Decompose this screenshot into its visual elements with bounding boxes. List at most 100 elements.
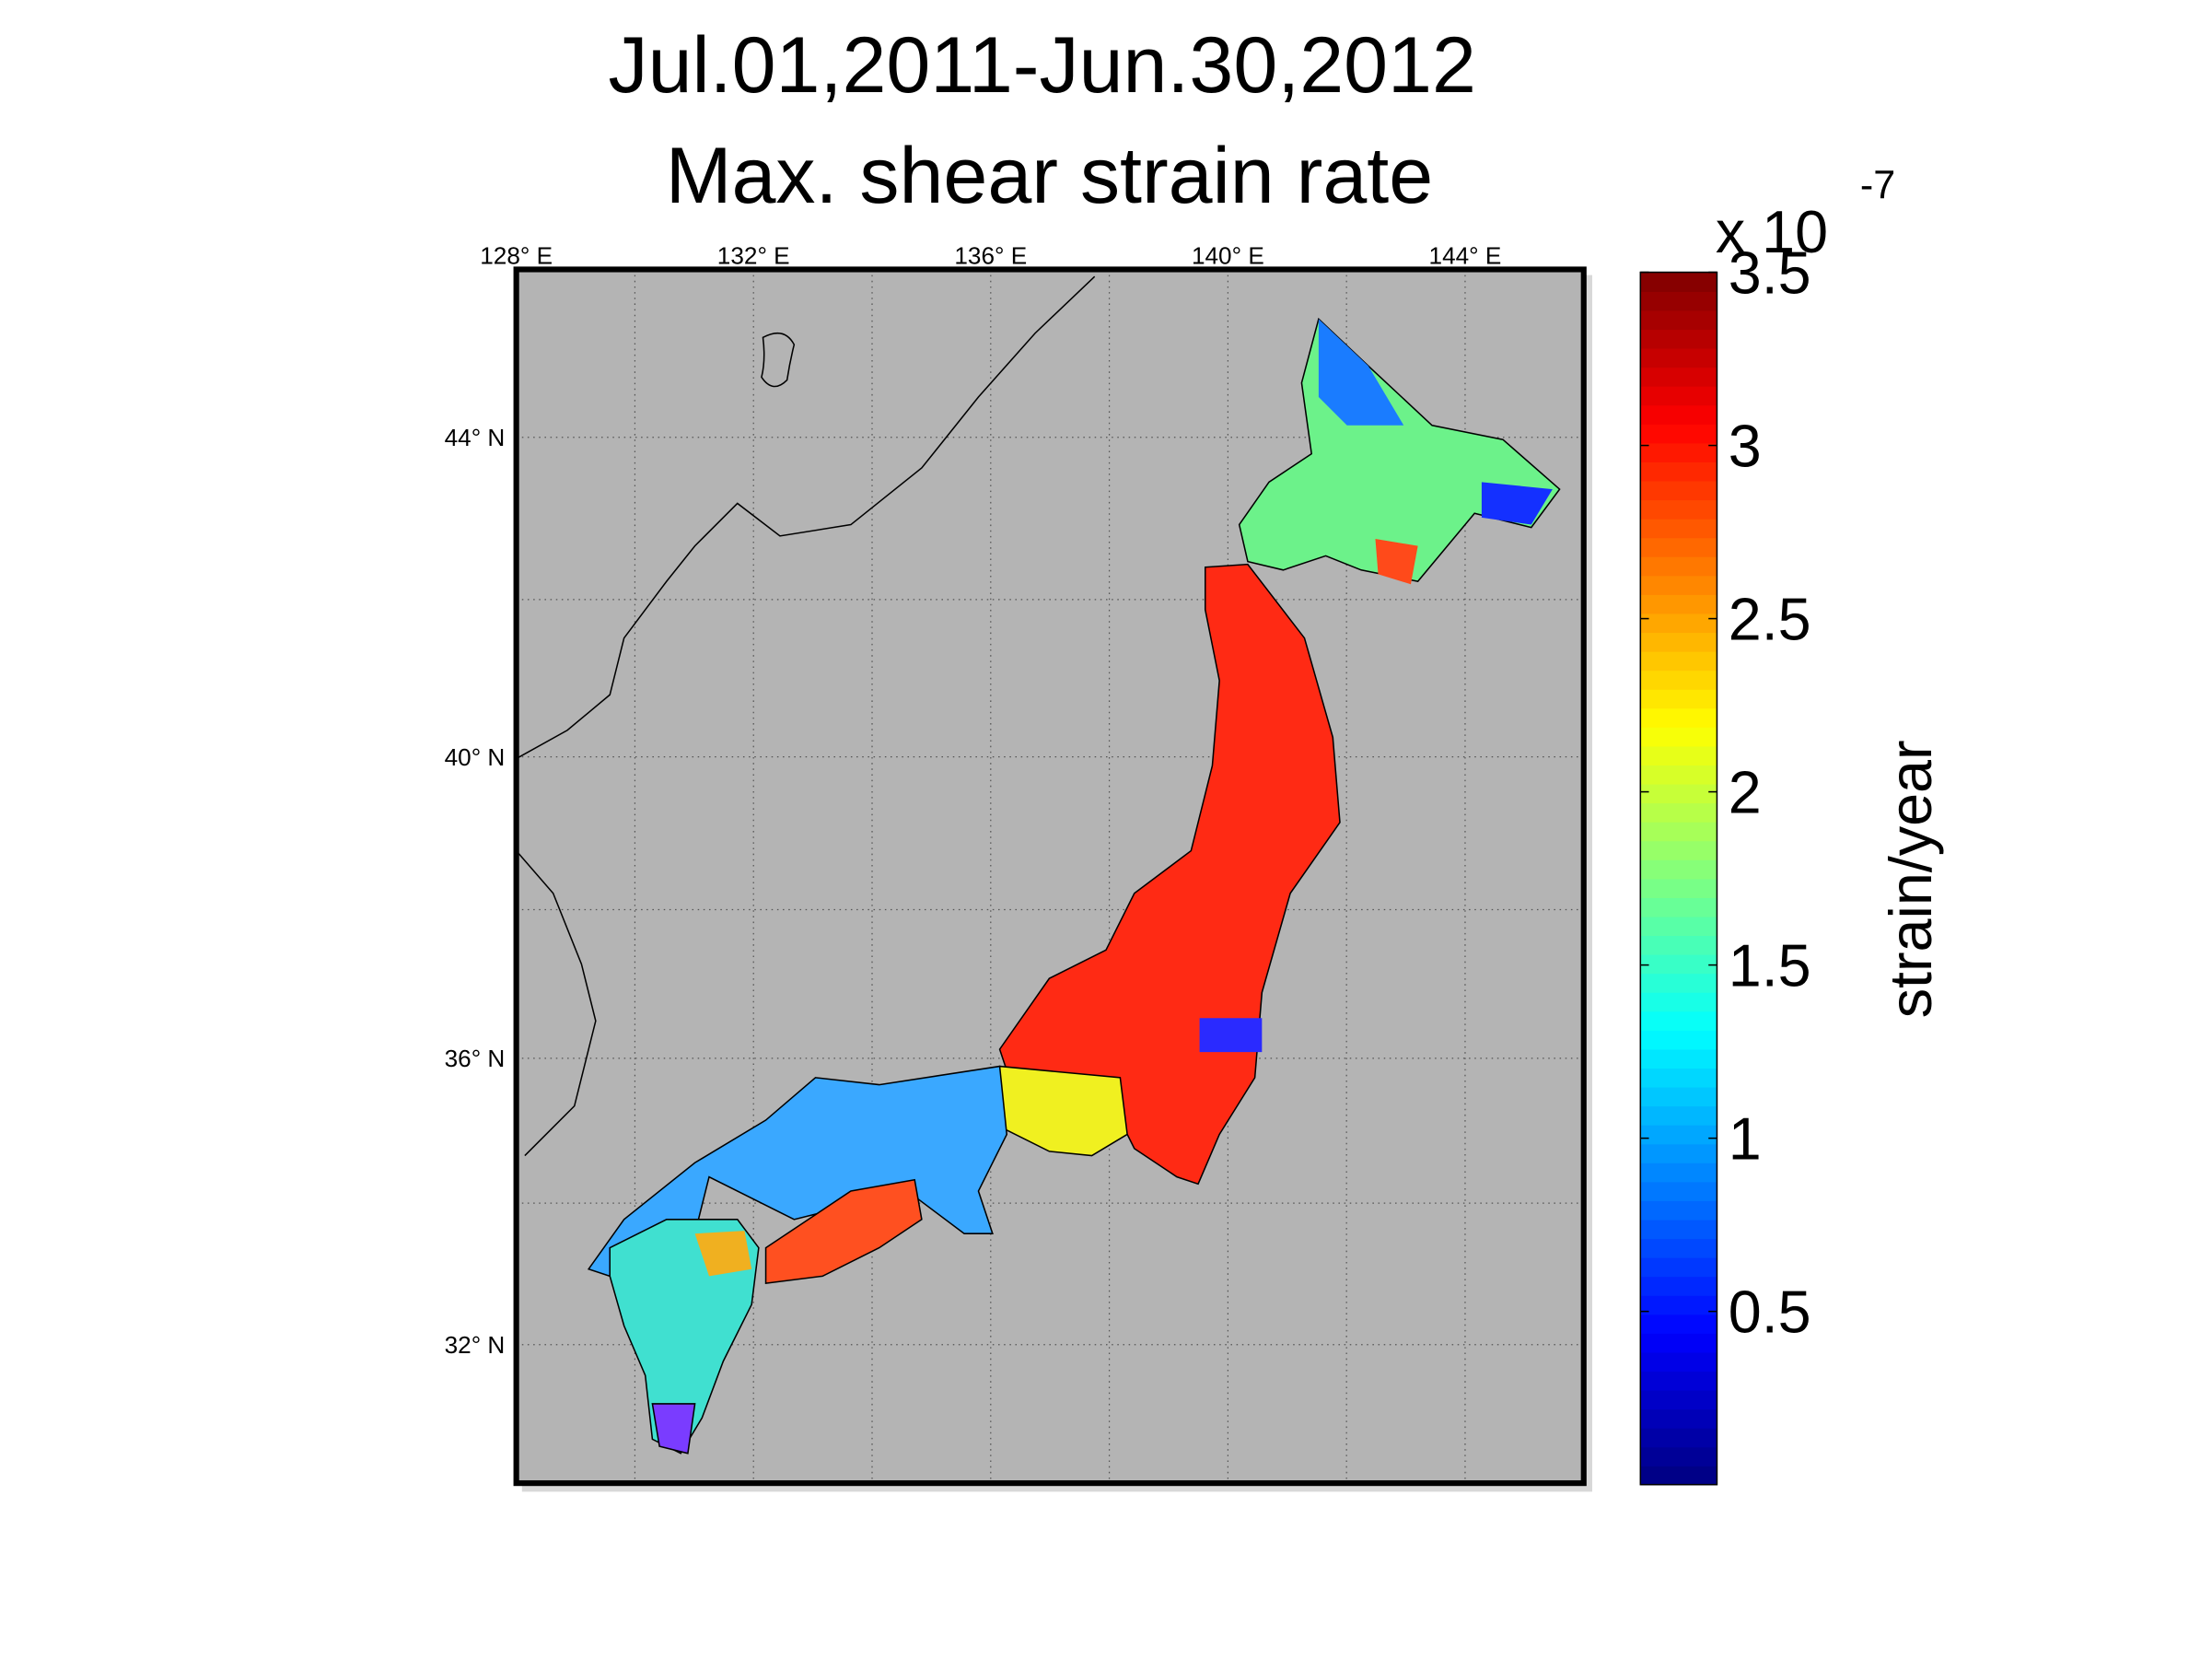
colorbar-segment: [1640, 480, 1717, 501]
colorbar-segment: [1640, 745, 1717, 765]
region: [1375, 538, 1418, 585]
colorbar-segment: [1640, 1048, 1717, 1069]
colorbar-tick-label: 1.5: [1729, 932, 1811, 999]
colorbar-segment: [1640, 424, 1717, 444]
y-tick-label: 40° N: [445, 743, 506, 771]
colorbar-segment: [1640, 821, 1717, 842]
colorbar-segment: [1640, 707, 1717, 728]
colorbar-segment: [1640, 518, 1717, 539]
colorbar-segment: [1640, 1219, 1717, 1240]
map-frame: [513, 266, 1587, 1487]
coastline: [761, 332, 796, 388]
colorbar-segment: [1640, 1162, 1717, 1183]
colorbar-segment: [1640, 783, 1717, 804]
colorbar-segment: [1640, 575, 1717, 595]
colorbar-segment: [1640, 1030, 1717, 1050]
colorbar-segment: [1640, 367, 1717, 387]
colorbar-segment: [1640, 310, 1717, 331]
region: [651, 1403, 696, 1455]
colorbar-segment: [1640, 765, 1717, 785]
colorbar-segment: [1640, 1238, 1717, 1258]
colorbar-segment: [1640, 499, 1717, 520]
region: [1318, 319, 1404, 426]
colorbar-segment: [1640, 594, 1717, 614]
colorbar-segment: [1640, 1086, 1717, 1107]
colorbar-segment: [1640, 385, 1717, 406]
colorbar-multiplier: x 10: [1716, 198, 1828, 265]
colorbar-segment: [1640, 1276, 1717, 1296]
coastline: [516, 850, 597, 1157]
colorbar-tick-label: 2.5: [1729, 586, 1811, 653]
region: [609, 1219, 760, 1455]
strain-field: [516, 275, 1561, 1455]
colorbar-tick-label: 3.5: [1729, 240, 1811, 307]
colorbar-segment: [1640, 1351, 1717, 1373]
region: [764, 1178, 923, 1284]
colorbar-segment: [1640, 537, 1717, 557]
colorbar-segment: [1640, 1314, 1717, 1334]
colorbar-segment: [1640, 1389, 1717, 1410]
colorbar-segment: [1640, 1333, 1717, 1353]
colorbar-tick-label: 3: [1729, 413, 1762, 480]
colorbar-segment: [1640, 840, 1717, 860]
y-tick-label: 32° N: [445, 1331, 506, 1359]
region: [1481, 482, 1553, 525]
colorbar-segment: [1640, 1408, 1717, 1429]
colorbar-segment: [1640, 1256, 1717, 1278]
colorbar-tick-label: 2: [1729, 759, 1762, 826]
colorbar-segment: [1640, 1295, 1717, 1315]
colorbar-segment: [1640, 935, 1717, 955]
colorbar-tick-label: 0.5: [1729, 1279, 1811, 1346]
title-line: Max. shear strain rate: [666, 132, 1433, 220]
colorbar-segment: [1640, 688, 1717, 709]
colorbar-segment: [1640, 461, 1717, 482]
colorbar-segment: [1640, 973, 1717, 993]
x-tick-label: 144° E: [1429, 241, 1502, 269]
colorbar-segment: [1640, 442, 1717, 462]
colorbar-segment: [1640, 1200, 1717, 1221]
colorbar-tick-label: 1: [1729, 1105, 1762, 1173]
colorbar-segment: [1640, 291, 1717, 311]
colorbar-segment: [1640, 404, 1717, 425]
colorbar-segment: [1640, 613, 1717, 634]
colorbar-segment: [1640, 802, 1717, 823]
colorbar-segment: [1640, 991, 1717, 1012]
colorbar-label: strain/year: [1877, 740, 1944, 1018]
colorbar-exponent: -7: [1860, 164, 1895, 208]
region: [1199, 1018, 1263, 1053]
colorbar-segment: [1640, 859, 1717, 880]
colorbar-segment: [1640, 272, 1717, 292]
colorbar-segment: [1640, 1143, 1717, 1163]
colorbar-segment: [1640, 632, 1717, 652]
colorbar-segment: [1640, 1371, 1717, 1391]
colorbar-segment: [1640, 650, 1717, 672]
colorbar-segment: [1640, 1466, 1717, 1486]
colorbar-segment: [1640, 897, 1717, 917]
x-tick-label: 140° E: [1192, 241, 1264, 269]
colorbar-frame: [1639, 271, 1718, 1486]
colorbar-segment: [1640, 1427, 1717, 1448]
y-tick-label: 36° N: [445, 1045, 506, 1072]
colorbar-segment: [1640, 670, 1717, 690]
colorbar-segment: [1640, 916, 1717, 937]
colorbar-segment: [1640, 1068, 1717, 1088]
colorbar-segment: [1640, 1011, 1717, 1031]
colorbar-segment: [1640, 1446, 1717, 1466]
colorbar-segment: [1640, 329, 1717, 349]
colorbar-segment: [1640, 727, 1717, 747]
x-tick-label: 132° E: [717, 241, 790, 269]
colorbar-segment: [1640, 556, 1717, 577]
colorbar-segment: [1640, 878, 1717, 898]
colorbar-segment: [1640, 347, 1717, 368]
colorbar-segment: [1640, 953, 1717, 975]
colorbar-segment: [1640, 1105, 1717, 1126]
colorbar-segment: [1640, 1124, 1717, 1145]
x-tick-label: 136° E: [954, 241, 1027, 269]
colorbar-segment: [1640, 1181, 1717, 1201]
x-tick-label: 128° E: [480, 241, 553, 269]
y-tick-label: 44° N: [445, 424, 506, 451]
coastline: [516, 275, 1096, 760]
region: [694, 1231, 752, 1277]
title-line: Jul.01,2011-Jun.30,2012: [609, 21, 1476, 110]
